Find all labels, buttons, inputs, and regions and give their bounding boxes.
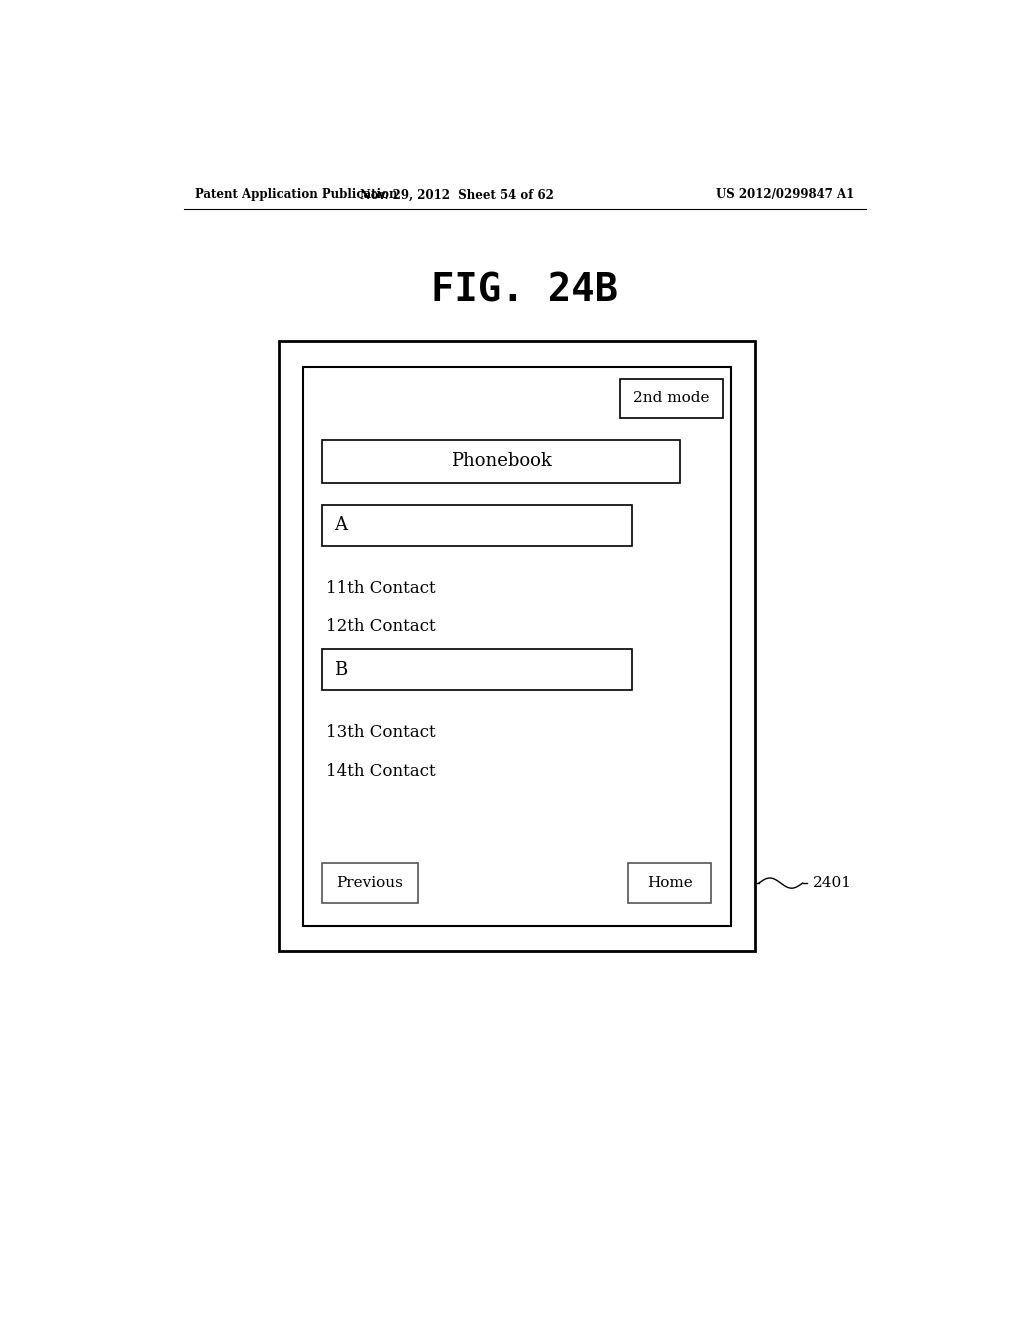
- Text: Phonebook: Phonebook: [451, 453, 552, 470]
- FancyBboxPatch shape: [323, 863, 418, 903]
- Text: 2nd mode: 2nd mode: [634, 391, 710, 405]
- Text: FIG. 24B: FIG. 24B: [431, 272, 618, 309]
- Text: Home: Home: [647, 876, 692, 890]
- Text: US 2012/0299847 A1: US 2012/0299847 A1: [716, 189, 854, 202]
- FancyBboxPatch shape: [323, 506, 632, 545]
- FancyBboxPatch shape: [323, 649, 632, 690]
- FancyBboxPatch shape: [628, 863, 712, 903]
- Text: 14th Contact: 14th Contact: [327, 763, 436, 780]
- Text: Nov. 29, 2012  Sheet 54 of 62: Nov. 29, 2012 Sheet 54 of 62: [360, 189, 554, 202]
- FancyBboxPatch shape: [620, 379, 723, 417]
- Text: Previous: Previous: [337, 876, 403, 890]
- Text: 12th Contact: 12th Contact: [327, 619, 436, 635]
- Text: 2401: 2401: [813, 876, 852, 890]
- FancyBboxPatch shape: [279, 342, 755, 952]
- Text: A: A: [334, 516, 347, 535]
- Text: 13th Contact: 13th Contact: [327, 725, 436, 741]
- FancyBboxPatch shape: [303, 367, 731, 925]
- Text: B: B: [334, 660, 347, 678]
- FancyBboxPatch shape: [323, 440, 680, 483]
- Text: Patent Application Publication: Patent Application Publication: [196, 189, 398, 202]
- Text: 11th Contact: 11th Contact: [327, 579, 436, 597]
